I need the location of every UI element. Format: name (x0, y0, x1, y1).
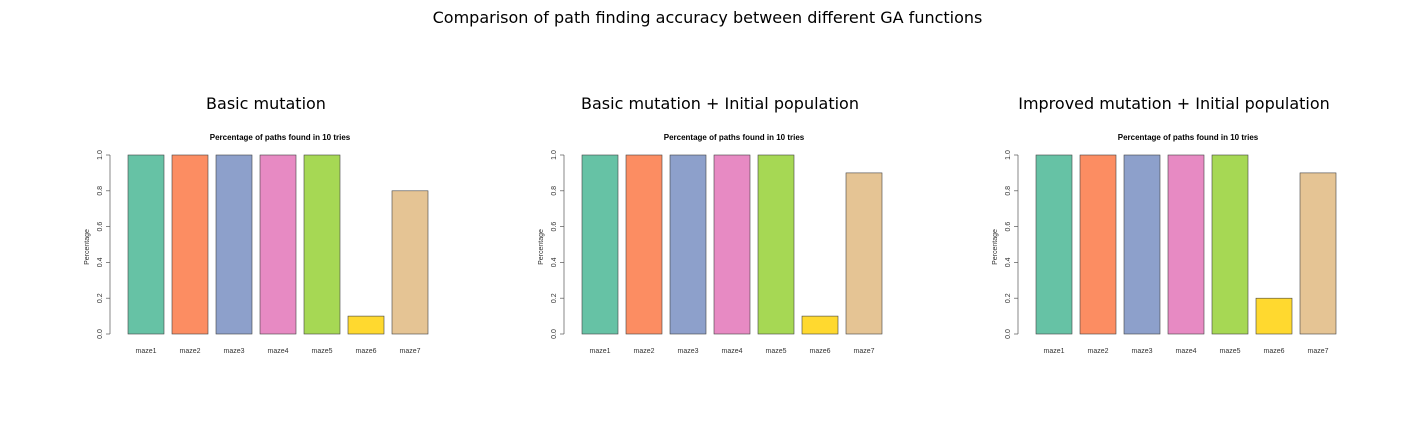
bar-chart: Percentage of paths found in 10 tries 0.0… (84, 133, 429, 355)
bar-maze4 (1167, 154, 1205, 335)
y-tick-label: 0.8 (1005, 186, 1012, 196)
x-tick-label: maze7 (853, 348, 874, 355)
bar-chart: Percentage of paths found in 10 tries 0.0… (538, 133, 883, 355)
y-axis-label: Percentage (538, 229, 545, 265)
bar-maze4 (713, 154, 751, 335)
y-tick-label: 0.4 (551, 257, 558, 267)
x-tick-label: maze1 (589, 348, 610, 355)
plot-title: Percentage of paths found in 10 tries (664, 133, 805, 142)
bar-maze6 (347, 315, 385, 335)
y-tick-label: 0.4 (97, 257, 104, 267)
bar-maze3 (669, 154, 707, 335)
x-tick-label: maze3 (1131, 348, 1152, 355)
bar-maze5 (757, 154, 795, 335)
x-tick-label: maze3 (223, 348, 244, 355)
x-tick-label: maze1 (1043, 348, 1064, 355)
bar-maze6 (801, 315, 839, 335)
panel-improved-mutation-initial-population: Improved mutation + Initial population P… (988, 92, 1360, 368)
y-tick-label: 0.8 (97, 186, 104, 196)
y-tick-label: 0.2 (1005, 293, 1012, 303)
bar-maze7 (1299, 172, 1337, 335)
bar-maze7 (391, 190, 429, 335)
y-tick-label: 0.8 (551, 186, 558, 196)
x-tick-label: maze6 (355, 348, 376, 355)
panel-title: Improved mutation + Initial population (1018, 94, 1330, 113)
bar-maze5 (1211, 154, 1249, 335)
x-tick-label: maze4 (267, 348, 288, 355)
y-tick-label: 1.0 (551, 150, 558, 160)
y-tick-label: 1.0 (1005, 150, 1012, 160)
x-tick-label: maze6 (809, 348, 830, 355)
y-axis-label: Percentage (84, 229, 91, 265)
x-tick-label: maze5 (1219, 348, 1240, 355)
y-tick-label: 0.6 (551, 222, 558, 232)
panel-title: Basic mutation (206, 94, 326, 113)
bar-maze1 (127, 154, 165, 335)
plot-title: Percentage of paths found in 10 tries (1118, 133, 1259, 142)
y-tick-label: 0.6 (97, 222, 104, 232)
y-tick-label: 0.2 (97, 293, 104, 303)
bar-maze6 (1255, 297, 1293, 335)
x-tick-label: maze5 (765, 348, 786, 355)
x-tick-label: maze4 (721, 348, 742, 355)
bar-maze2 (1079, 154, 1117, 335)
x-tick-label: maze2 (179, 348, 200, 355)
figure-title: Comparison of path finding accuracy betw… (432, 8, 983, 27)
x-tick-label: maze2 (1087, 348, 1108, 355)
bar-chart: Percentage of paths found in 10 tries 0.0… (992, 133, 1337, 355)
x-tick-label: maze1 (135, 348, 156, 355)
bar-maze7 (845, 172, 883, 335)
panel-basic-mutation-initial-population: Basic mutation + Initial population Perc… (534, 92, 906, 368)
bar-maze1 (581, 154, 619, 335)
y-tick-label: 0.0 (97, 329, 104, 339)
bar-maze5 (303, 154, 341, 335)
x-tick-label: maze4 (1175, 348, 1196, 355)
panel-title: Basic mutation + Initial population (581, 94, 859, 113)
bar-maze3 (215, 154, 253, 335)
panel-basic-mutation: Basic mutation Percentage of paths found… (80, 92, 452, 368)
bar-maze4 (259, 154, 297, 335)
y-axis-label: Percentage (992, 229, 999, 265)
x-tick-label: maze2 (633, 348, 654, 355)
x-tick-label: maze6 (1263, 348, 1284, 355)
x-tick-label: maze7 (1307, 348, 1328, 355)
x-tick-label: maze7 (399, 348, 420, 355)
x-tick-label: maze5 (311, 348, 332, 355)
bar-maze2 (625, 154, 663, 335)
bar-maze1 (1035, 154, 1073, 335)
plot-title: Percentage of paths found in 10 tries (210, 133, 351, 142)
bar-maze3 (1123, 154, 1161, 335)
y-tick-label: 0.0 (551, 329, 558, 339)
bar-maze2 (171, 154, 209, 335)
y-tick-label: 0.2 (551, 293, 558, 303)
y-tick-label: 1.0 (97, 150, 104, 160)
x-tick-label: maze3 (677, 348, 698, 355)
y-tick-label: 0.0 (1005, 329, 1012, 339)
y-tick-label: 0.4 (1005, 257, 1012, 267)
y-tick-label: 0.6 (1005, 222, 1012, 232)
